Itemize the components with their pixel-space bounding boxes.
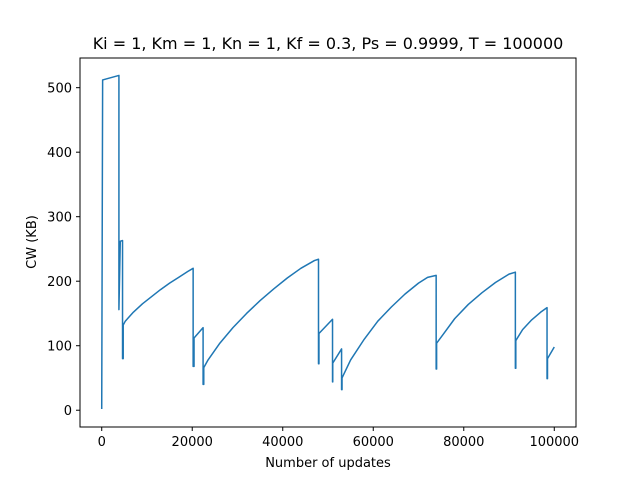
y-tick-label: 500 (47, 82, 72, 97)
y-tick-label: 0 (64, 404, 72, 419)
y-axis-label: CW (KB) (25, 215, 40, 269)
x-axis-label: Number of updates (265, 456, 391, 471)
x-tick-label: 80000 (443, 435, 484, 450)
y-tick-label: 400 (47, 146, 72, 161)
plot-frame (79, 57, 577, 428)
x-tick-label: 20000 (172, 435, 213, 450)
x-tick-label: 40000 (262, 435, 303, 450)
x-tick-label: 0 (98, 435, 106, 450)
y-tick-label: 200 (47, 275, 72, 290)
x-tick-label: 100000 (529, 435, 579, 450)
x-axis-ticks: 0 20000 40000 60000 80000 100000 (98, 427, 579, 450)
y-tick-label: 300 (47, 211, 72, 226)
y-axis-ticks: 0 100 200 300 400 500 (47, 82, 80, 419)
series-line-cw (100, 74, 555, 409)
x-tick-label: 60000 (353, 435, 394, 450)
chart-title: Ki = 1, Km = 1, Kn = 1, Kf = 0.3, Ps = 0… (93, 34, 564, 53)
y-tick-label: 100 (47, 340, 72, 355)
